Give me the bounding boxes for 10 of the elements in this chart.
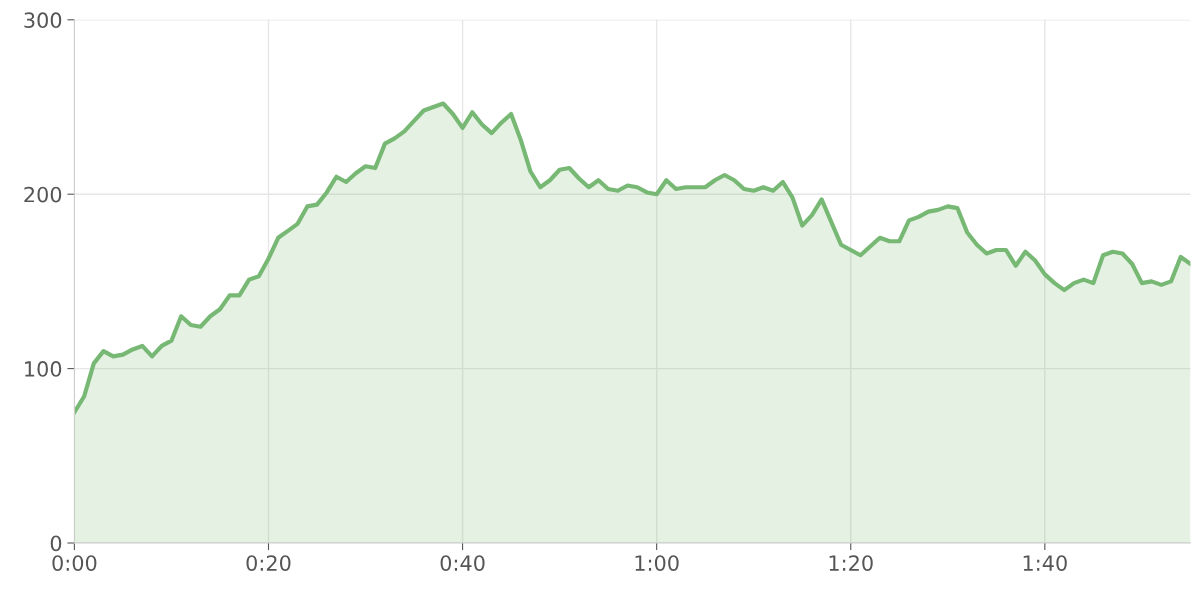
y-tick-label: 100 <box>25 361 62 377</box>
x-tick-label: 0:40 <box>440 555 485 571</box>
x-tick-label: 1:20 <box>829 555 873 571</box>
x-tick-label: 1:40 <box>1023 555 1067 571</box>
x-tick-label: 0:00 <box>52 555 97 571</box>
x-tick-label: 1:00 <box>635 555 679 571</box>
y-tick-label: 0 <box>50 535 62 552</box>
y-tick-label: 200 <box>24 186 62 203</box>
x-tick-label: 0:20 <box>246 555 291 571</box>
y-tick-label: 300 <box>24 12 62 29</box>
